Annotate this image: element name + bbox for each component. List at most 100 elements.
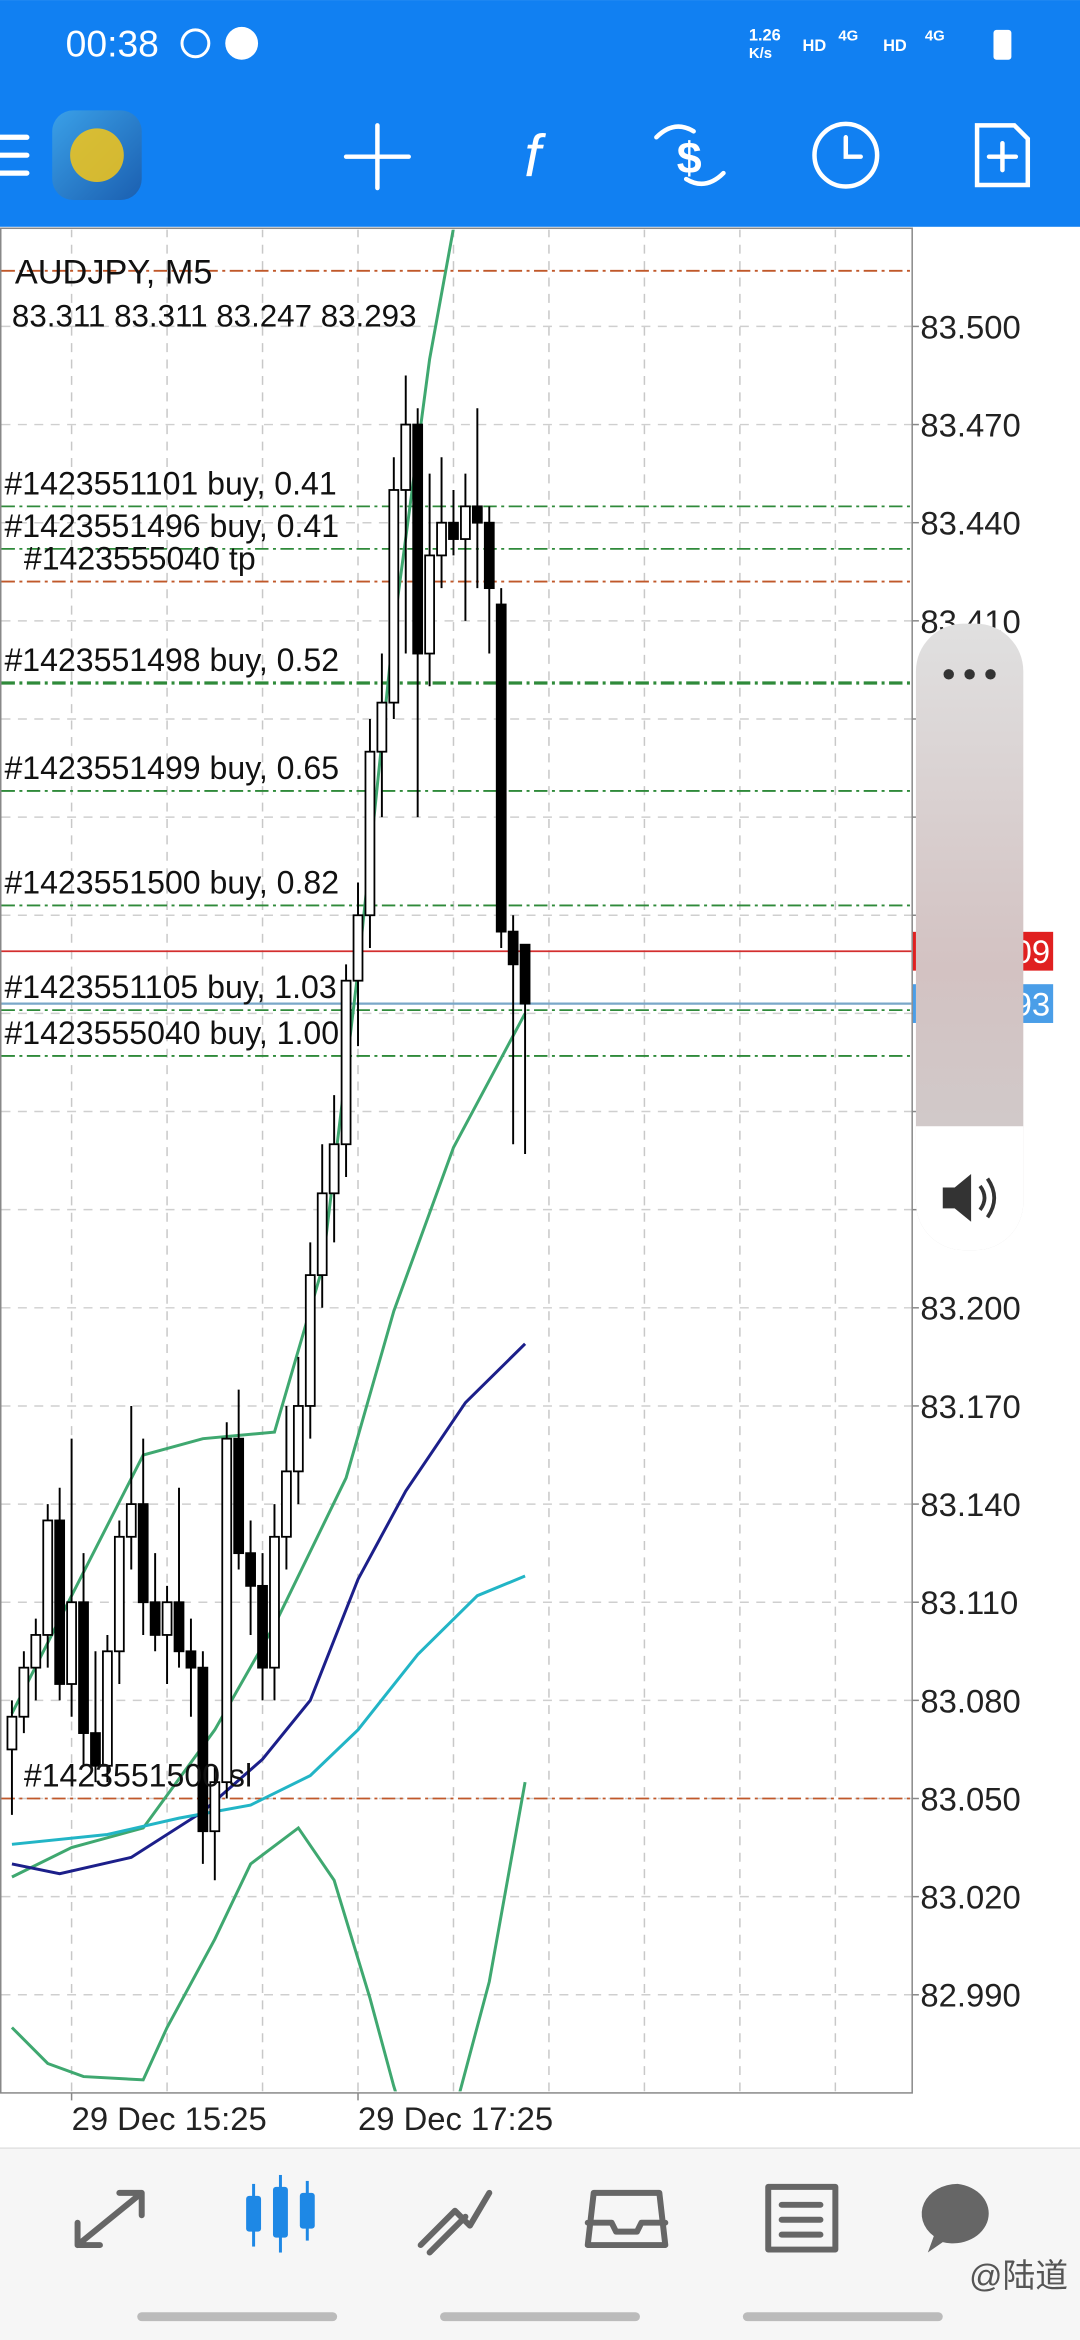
bottom-nav (0, 2148, 1080, 2340)
side-panel (915, 623, 1024, 1251)
y-tick-label: 83.020 (920, 1879, 1020, 1916)
net-speed-unit: K/s (749, 46, 772, 62)
candle-body (6, 1715, 18, 1751)
candle-body (66, 1601, 77, 1685)
candle-body (233, 1437, 245, 1555)
net-type: HD (883, 37, 907, 55)
candle-body (257, 1584, 268, 1669)
order-label: #1423551101 buy, 0.41 (4, 465, 336, 501)
trade-icon[interactable] (654, 124, 726, 187)
net-type: HD (803, 37, 827, 55)
candle-body (102, 1650, 113, 1767)
candle-body (388, 489, 400, 704)
candle-body (460, 505, 471, 540)
clock: 00:38 (66, 23, 159, 65)
candle-body (483, 521, 495, 590)
menu-icon[interactable] (0, 134, 30, 176)
candle-body (281, 1470, 292, 1538)
candle-body (18, 1666, 30, 1718)
order-label: #1423551499 buy, 0.65 (4, 750, 339, 786)
candle-body (436, 521, 447, 557)
candle-body (519, 943, 531, 1005)
y-tick-label: 83.200 (920, 1290, 1020, 1327)
y-tick-label: 83.440 (920, 505, 1020, 542)
y-tick-label: 82.990 (920, 1977, 1020, 2014)
history-tab[interactable] (584, 2189, 669, 2249)
candle-body (54, 1519, 66, 1685)
quotes-tab[interactable] (74, 2189, 145, 2249)
candle-body (137, 1503, 149, 1604)
ohlc-label: 83.311 83.311 83.247 83.293 (12, 299, 417, 334)
order-label: #1423551105 buy, 1.03 (4, 969, 336, 1005)
candle-body (90, 1732, 101, 1767)
candle-body (245, 1552, 256, 1587)
new-order-icon[interactable] (974, 123, 1031, 188)
status-icon (225, 26, 259, 60)
ohlc-close: 83.293 (321, 299, 417, 334)
ohlc-open: 83.311 (12, 299, 105, 334)
ohlc-low: 83.247 (216, 299, 312, 334)
y-tick-label: 83.050 (920, 1780, 1020, 1817)
candle-body (78, 1601, 89, 1734)
gesture-bar (440, 2312, 640, 2322)
candle-body (269, 1535, 280, 1669)
y-tick-label: 83.470 (920, 406, 1020, 443)
top-bar (0, 0, 1080, 227)
chat-tab[interactable] (921, 2183, 989, 2253)
order-label: #1423551500 sl (24, 1758, 252, 1794)
candle-body (471, 505, 483, 524)
clock-icon[interactable] (812, 121, 880, 189)
news-tab[interactable] (765, 2183, 839, 2253)
candle-body (173, 1601, 185, 1653)
candle-body (161, 1601, 173, 1636)
ohlc-high: 83.311 (114, 299, 207, 334)
symbol-label: AUDJPY, M5 (15, 253, 213, 291)
indicator-line (11, 1342, 527, 1876)
plot-clip (1, 229, 912, 2092)
candle-body (364, 750, 376, 917)
x-tick-label: 29 Dec 15:25 (72, 2100, 267, 2137)
candle-body (340, 979, 352, 1146)
candle-body (316, 1192, 328, 1276)
net-type: 4G (925, 28, 945, 44)
candle-body (412, 423, 424, 655)
candle-body (495, 603, 507, 933)
chart-tab[interactable] (246, 2174, 315, 2253)
candle-body (400, 423, 412, 491)
gesture-bar (742, 2312, 943, 2322)
battery (993, 29, 1012, 60)
logo-mark (70, 128, 124, 183)
candle-body (292, 1405, 304, 1473)
candle-body (125, 1503, 137, 1538)
y-tick-label: 83.500 (920, 308, 1020, 345)
candle-body (507, 930, 519, 966)
candle-body (209, 1781, 221, 1833)
candle-body (221, 1437, 233, 1784)
order-label: #1423551498 buy, 0.52 (4, 642, 339, 678)
candle-body (328, 1143, 340, 1195)
order-label: #1423555040 tp (24, 541, 256, 577)
candle-body (424, 554, 435, 655)
net-type: 4G (838, 28, 858, 44)
candle-body (149, 1601, 161, 1636)
trade-tab[interactable] (417, 2189, 493, 2256)
gesture-bar (137, 2312, 338, 2322)
order-label: #1423555040 buy, 1.00 (4, 1015, 339, 1051)
y-tick-label: 83.080 (920, 1682, 1020, 1719)
crosshair-icon[interactable] (343, 123, 411, 191)
indicator-line (11, 1574, 526, 1846)
candle-body (197, 1666, 209, 1833)
candle-body (30, 1634, 42, 1669)
x-tick-label: 29 Dec 17:25 (358, 2100, 553, 2137)
y-tick-label: 83.110 (920, 1584, 1018, 1621)
order-label: #1423551496 buy, 0.41 (4, 508, 339, 544)
net-speed: 1.26 (749, 26, 781, 44)
indicator-icon[interactable]: f (524, 122, 546, 189)
toolbar (0, 121, 1031, 191)
side-panel-bg (915, 623, 1024, 1251)
trade-icon-symbol: $ (677, 133, 702, 183)
volume-icon[interactable] (942, 1174, 972, 1222)
indicator-line (10, 1781, 527, 2092)
